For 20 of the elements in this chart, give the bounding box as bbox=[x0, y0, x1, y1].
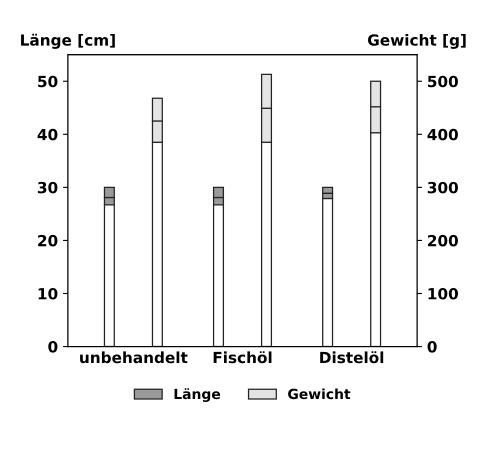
y-tick-label: 50 bbox=[38, 76, 58, 88]
x-tick-label: unbehandelt bbox=[80, 351, 188, 364]
legend-label: Länge bbox=[174, 388, 220, 402]
y2-tick-label: 400 bbox=[428, 128, 458, 140]
y-tick-label: 40 bbox=[38, 128, 58, 140]
x-tick-label: Fischöl bbox=[214, 351, 272, 364]
y-tick-label: 30 bbox=[38, 182, 58, 194]
y2-tick-label: 200 bbox=[428, 234, 458, 246]
y-tick-label: 20 bbox=[38, 234, 58, 246]
y2-axis-title: Gewicht [g] bbox=[368, 34, 466, 49]
y-tick-label: 10 bbox=[38, 288, 58, 300]
y2-tick-label: 500 bbox=[428, 76, 458, 88]
y2-tick-label: 0 bbox=[428, 341, 437, 353]
y-axis-title: Länge [cm] bbox=[21, 34, 115, 49]
bar bbox=[322, 198, 334, 347]
x-tick-label: Distelöl bbox=[320, 351, 384, 364]
y-tick-label: 0 bbox=[48, 341, 58, 353]
legend-label: Gewicht bbox=[288, 388, 350, 400]
y2-tick-label: 100 bbox=[428, 288, 458, 300]
y2-tick-label: 300 bbox=[428, 182, 458, 194]
